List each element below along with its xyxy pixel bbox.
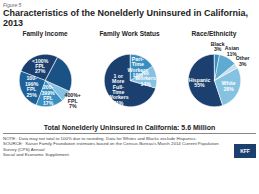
- svg-text:200-399%FPL17%: 200-399%FPL17%: [41, 84, 55, 106]
- svg-text:400%+FPL7%: 400%+FPL7%: [65, 92, 81, 109]
- svg-text:Part-TimeWorkers16%: Part-TimeWorkers16%: [127, 56, 148, 78]
- svg-text:<100%FPL27%: <100%FPL27%: [32, 58, 49, 75]
- svg-text:Hispanic55%: Hispanic55%: [189, 77, 211, 88]
- svg-text:1 orMoreFull-TimeWorkers71%: 1 orMoreFull-TimeWorkers71%: [107, 73, 128, 106]
- svg-text:100-199%FPL25%: 100-199%FPL25%: [25, 75, 39, 97]
- svg-text:Black3%: Black3%: [211, 41, 225, 52]
- svg-text:Asian11%: Asian11%: [225, 45, 239, 56]
- svg-text:White28%: White28%: [222, 80, 236, 91]
- svg-text:Other3%: Other3%: [236, 55, 250, 66]
